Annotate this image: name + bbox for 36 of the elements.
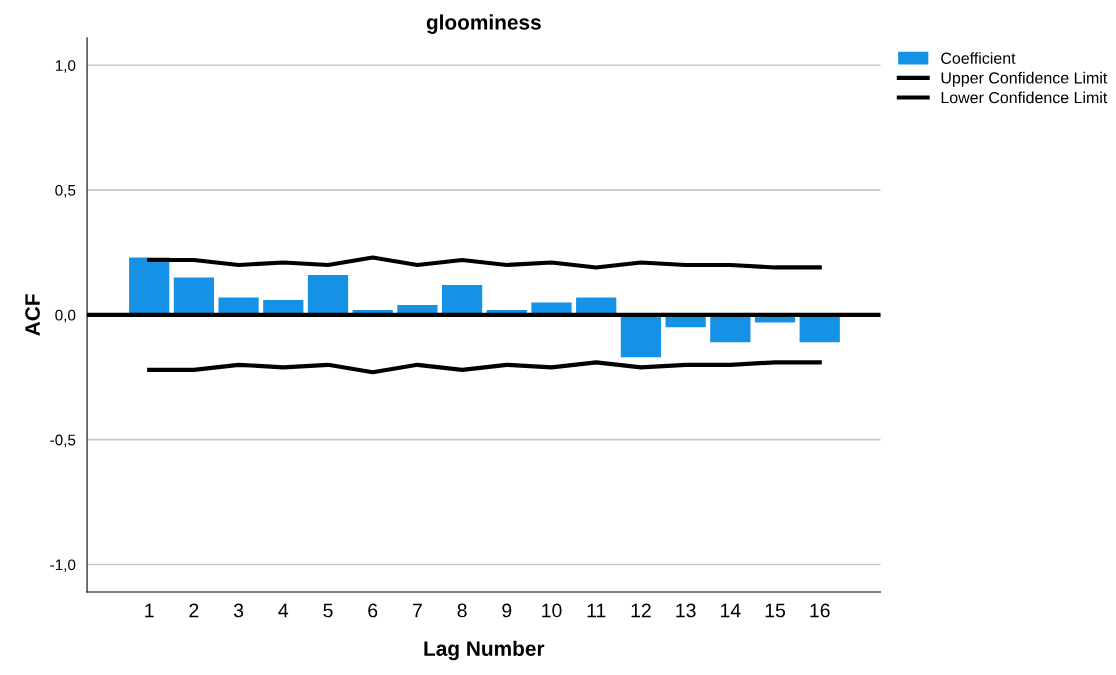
bar (173, 277, 214, 315)
x-tick-label: 5 (323, 603, 333, 618)
x-tick-label: 9 (502, 603, 512, 618)
x-tick-label: 1 (145, 603, 154, 618)
chart-title: gloominess (426, 14, 541, 34)
x-tick-label: 12 (631, 603, 651, 618)
x-tick-label: 14 (720, 603, 741, 618)
y-tick-label: 0,5 (55, 184, 76, 198)
legend-label: Lower Confidence Limit (941, 91, 1108, 104)
x-tick-label: 8 (457, 603, 467, 618)
line-series (147, 255, 822, 270)
y-tick-label: -0,5 (50, 434, 76, 448)
legend-label: Upper Confidence Limit (941, 71, 1108, 87)
line-series (147, 360, 822, 375)
x-tick-label: 13 (676, 603, 696, 618)
x-tick-label: 4 (278, 603, 289, 618)
x-tick-label: 16 (810, 603, 830, 618)
x-tick-label: 7 (412, 603, 422, 618)
bar (441, 284, 483, 315)
legend-label: Coefficient (941, 52, 1016, 64)
bar (307, 274, 349, 315)
y-axis-title: ACF (25, 294, 40, 336)
x-tick-label: 6 (368, 603, 378, 618)
y-tick-label: 0,0 (55, 309, 76, 323)
x-tick-label: 2 (189, 603, 199, 618)
y-tick-label: 1,0 (55, 60, 76, 73)
bar (710, 314, 751, 343)
bar (799, 314, 840, 343)
y-tick-label: -1,0 (50, 559, 76, 573)
x-tick-label: 10 (542, 603, 562, 618)
x-axis-title: Lag Number (424, 640, 545, 661)
bar (620, 314, 662, 358)
x-tick-label: 11 (587, 603, 606, 618)
x-tick-label: 15 (765, 603, 786, 618)
bar (129, 257, 170, 315)
x-tick-label: 3 (233, 603, 244, 618)
